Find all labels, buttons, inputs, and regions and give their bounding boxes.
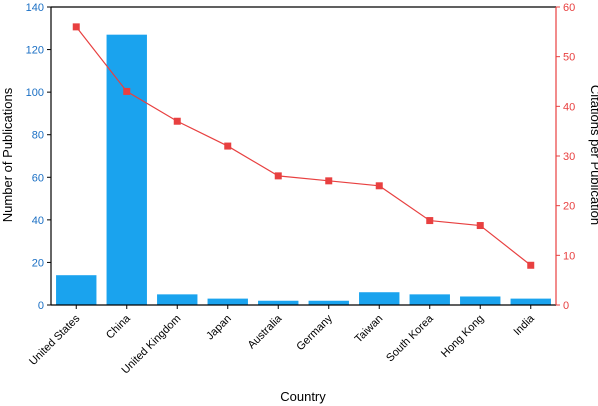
line-group [72, 23, 535, 269]
y-left-tick-label: 0 [38, 300, 44, 312]
bar-3 [207, 298, 248, 305]
x-tick-label: Japan [204, 313, 234, 343]
bar-6 [359, 292, 400, 305]
y-right-tick-label: 20 [563, 201, 575, 213]
y-left-tick-label: 60 [32, 172, 44, 184]
y-right-tick-label: 0 [563, 300, 569, 312]
x-tick-label: Germany [294, 312, 335, 353]
y-left-tick-label: 140 [26, 2, 44, 14]
y-right-axis-label: Citations per Publication [588, 85, 598, 225]
line-marker-3 [224, 142, 232, 150]
line-marker-8 [476, 222, 484, 230]
y-left-tick-label: 80 [32, 130, 44, 142]
x-tick-label: Hong Kong [439, 313, 486, 360]
x-tick-label: United States [27, 312, 83, 368]
y-right-tick-label: 30 [563, 151, 575, 163]
line-marker-0 [72, 23, 80, 31]
bar-8 [460, 296, 501, 305]
x-tick-label: China [104, 312, 133, 341]
x-tick-label: India [512, 312, 538, 338]
line-marker-5 [325, 177, 333, 185]
y-right-tick-label: 10 [563, 250, 575, 262]
line-marker-1 [123, 87, 131, 95]
line-marker-2 [173, 117, 181, 125]
line-marker-4 [274, 172, 282, 180]
y-right-tick-label: 40 [563, 101, 575, 113]
x-axis-label: Country [280, 389, 326, 404]
citations-line [75, 26, 532, 266]
x-tick-label: Australia [246, 312, 285, 351]
y-left-tick-label: 20 [32, 257, 44, 269]
y-left-tick-label: 40 [32, 215, 44, 227]
bar-2 [157, 294, 198, 305]
line-marker-7 [426, 217, 434, 225]
bar-4 [258, 300, 299, 305]
y-right-tick-label: 50 [563, 52, 575, 64]
bar-0 [56, 275, 97, 305]
bar-1 [106, 34, 147, 306]
x-tick-label: South Korea [384, 312, 436, 364]
bar-7 [409, 294, 450, 305]
x-tick-label: Taiwan [353, 313, 386, 346]
line-marker-6 [375, 182, 383, 190]
bars-group [56, 34, 551, 306]
bar-5 [308, 300, 349, 305]
bar-9 [510, 298, 551, 305]
y-left-tick-label: 100 [26, 87, 44, 99]
line-marker-9 [527, 261, 535, 269]
y-left-axis-label: Number of Publications [0, 87, 15, 222]
y-right-tick-label: 60 [563, 2, 575, 14]
y-left-tick-label: 120 [26, 45, 44, 57]
